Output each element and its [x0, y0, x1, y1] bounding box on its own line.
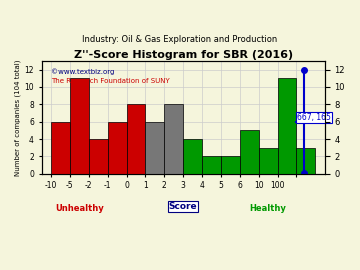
Bar [70, 78, 89, 174]
Bar [108, 122, 126, 174]
Text: ©www.textbiz.org: ©www.textbiz.org [51, 68, 114, 75]
Text: Healthy: Healthy [250, 204, 287, 213]
Bar [259, 148, 278, 174]
Text: The Research Foundation of SUNY: The Research Foundation of SUNY [51, 78, 170, 84]
Bar [89, 139, 108, 174]
Text: 667, 165: 667, 165 [297, 113, 331, 122]
Bar [51, 122, 70, 174]
Y-axis label: Number of companies (104 total): Number of companies (104 total) [15, 59, 22, 176]
Bar [278, 78, 296, 174]
Text: Industry: Oil & Gas Exploration and Production: Industry: Oil & Gas Exploration and Prod… [82, 35, 278, 44]
Bar [183, 139, 202, 174]
Title: Z''-Score Histogram for SBR (2016): Z''-Score Histogram for SBR (2016) [73, 50, 293, 60]
Bar [240, 130, 259, 174]
Text: Score: Score [169, 202, 198, 211]
Text: Unhealthy: Unhealthy [55, 204, 104, 213]
Bar [221, 156, 240, 174]
Bar [145, 122, 164, 174]
Bar [126, 104, 145, 174]
Bar [296, 148, 315, 174]
Bar [164, 104, 183, 174]
Bar [202, 156, 221, 174]
